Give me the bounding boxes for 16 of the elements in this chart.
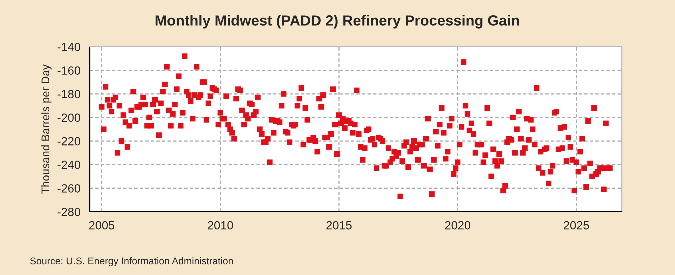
y-tick-label: -220 — [58, 137, 81, 146]
y-tick-label: -180 — [58, 90, 81, 99]
y-tick-label: -280 — [58, 208, 81, 216]
y-tick-label: -200 — [58, 114, 81, 122]
x-tick-label: 2005 — [89, 221, 115, 230]
y-tick-label: -140 — [58, 43, 81, 52]
y-tick-label: -260 — [58, 184, 81, 193]
chart-title: Monthly Midwest (PADD 2) Refinery Processing Gain — [156, 15, 520, 29]
y-tick-label: -160 — [58, 66, 81, 75]
x-tick-label: 2020 — [445, 221, 471, 230]
x-tick-label: 2025 — [564, 221, 590, 230]
source-note: Source: U.S. Energy Information Administration — [30, 257, 234, 267]
x-tick-label: 2010 — [208, 221, 234, 230]
y-axis-title: Thousand Barrels per Day — [41, 64, 52, 194]
y-tick-label: -240 — [58, 160, 81, 170]
x-tick-label: 2015 — [326, 221, 352, 230]
